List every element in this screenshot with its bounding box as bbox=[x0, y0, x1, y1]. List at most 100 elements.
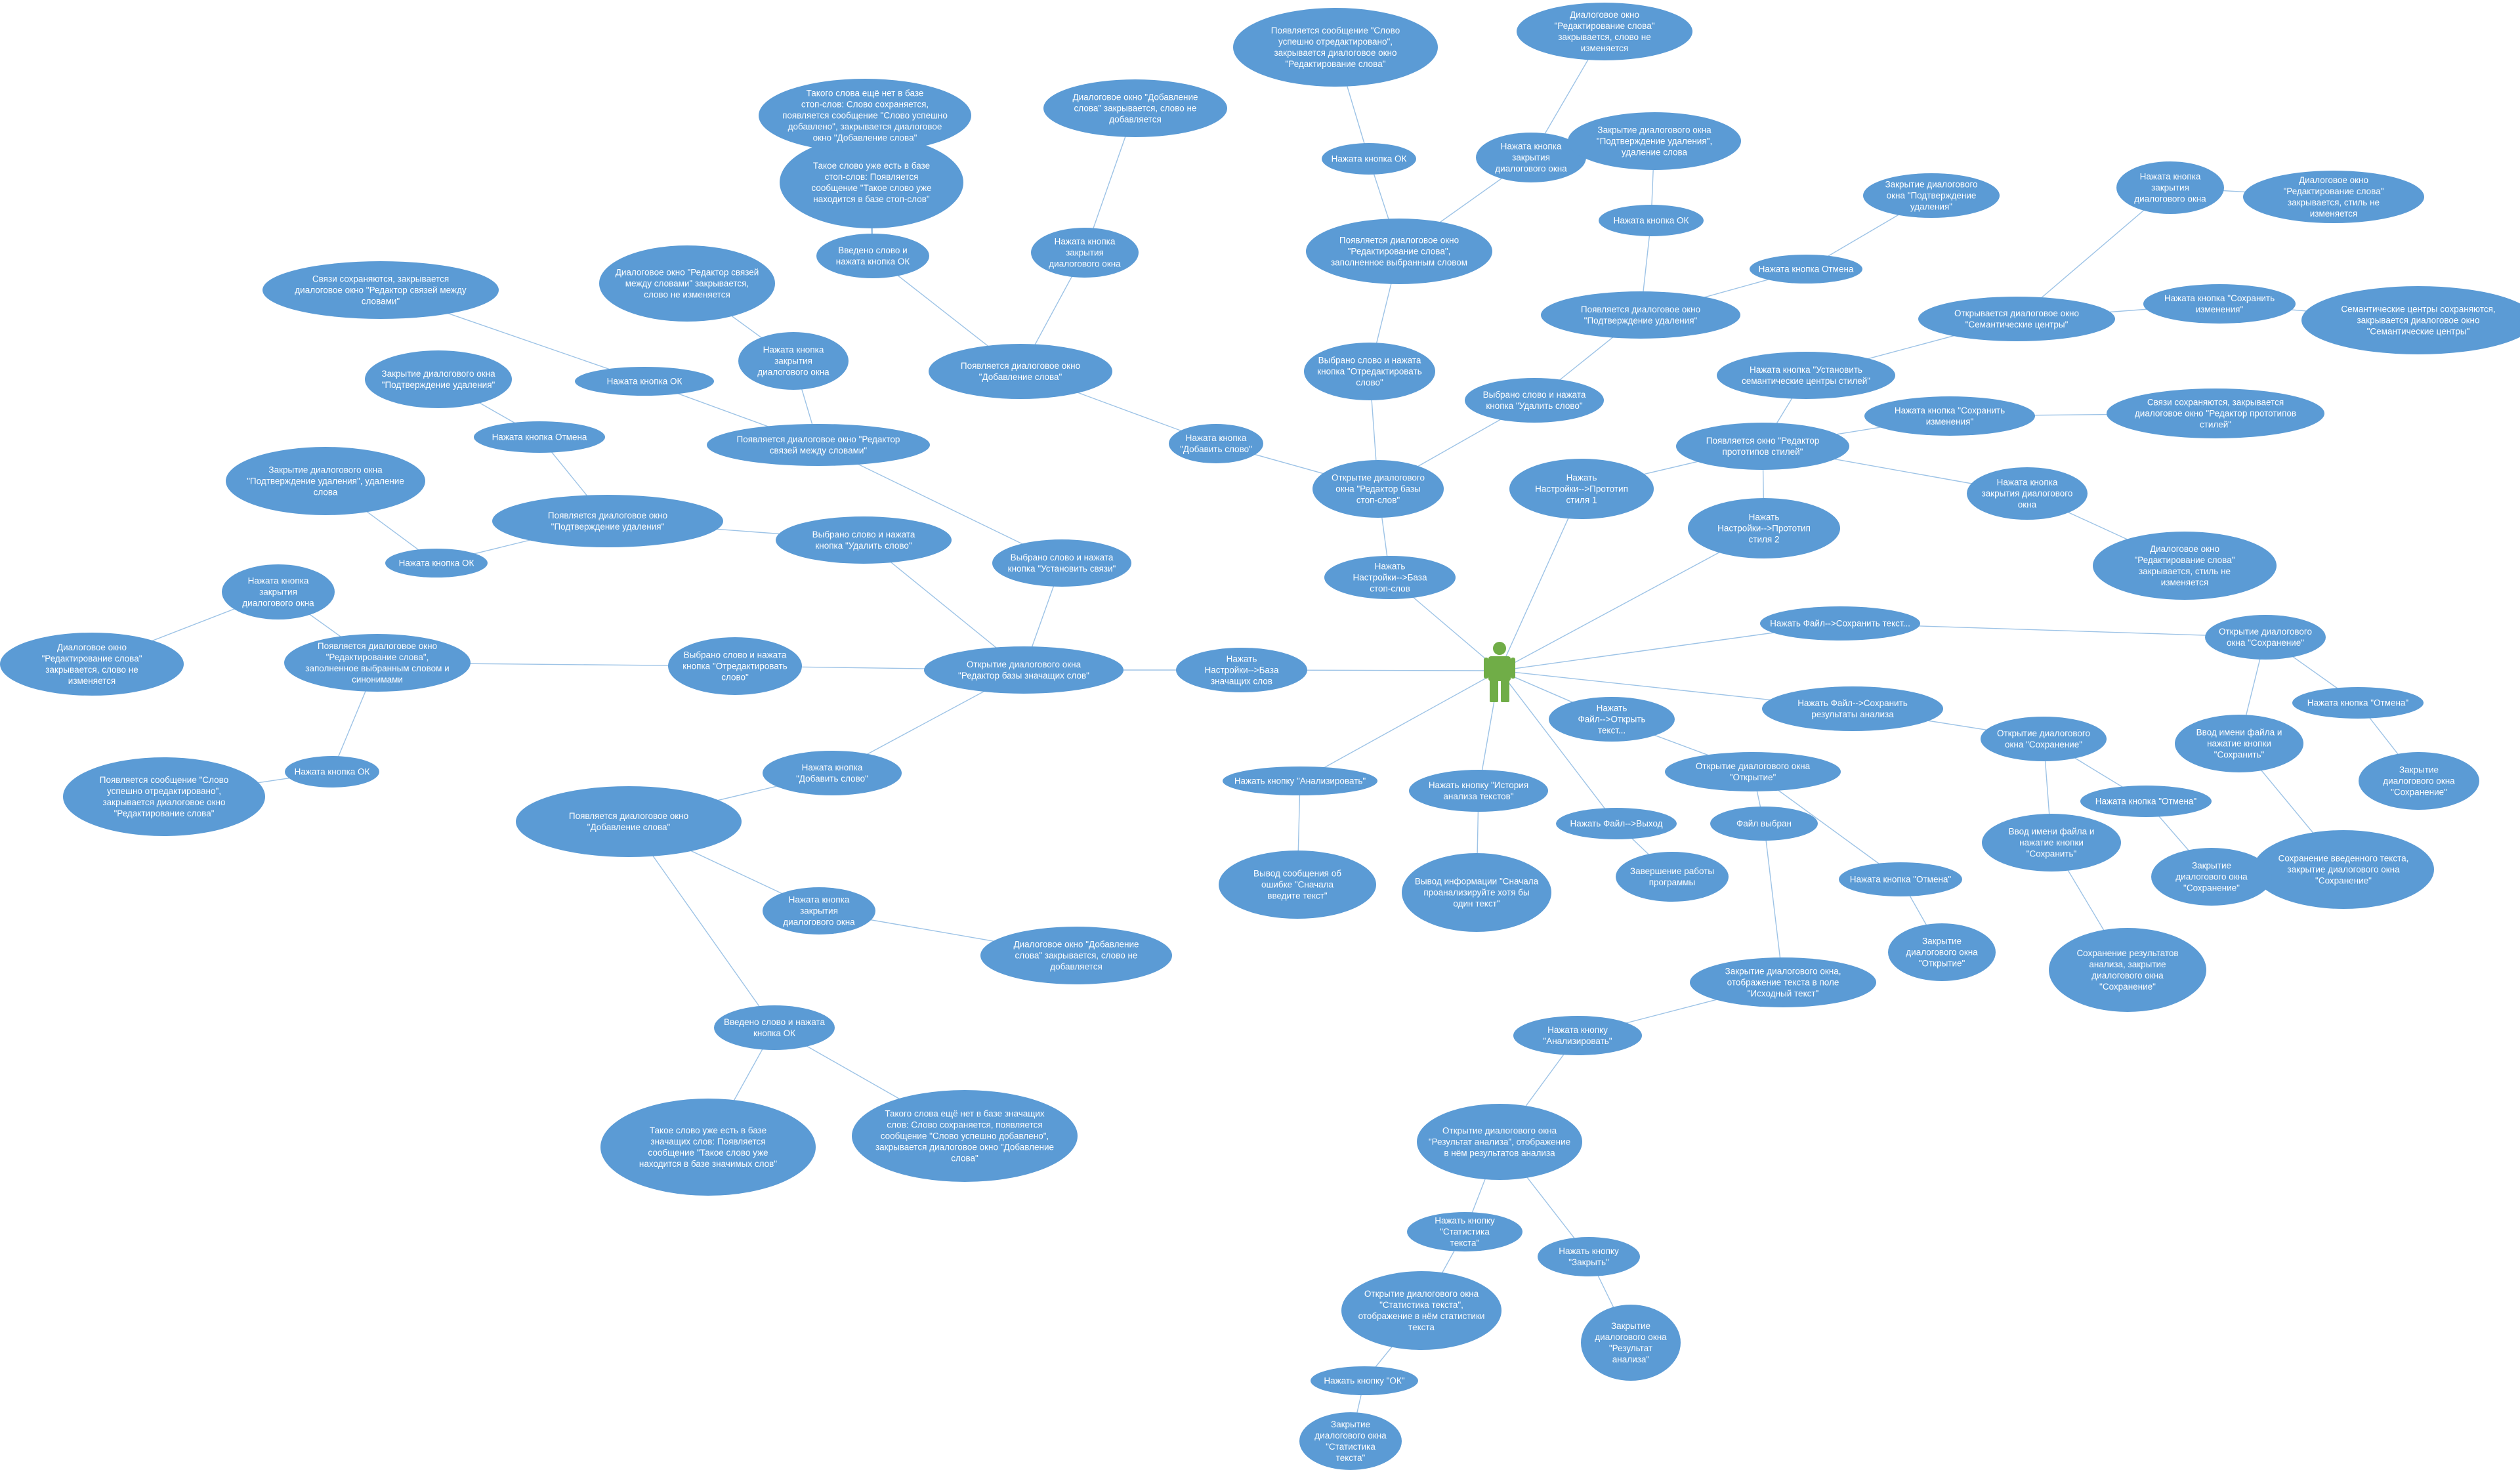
node-ellipse bbox=[1581, 1305, 1681, 1381]
node-ellipse bbox=[1513, 1016, 1642, 1055]
use-case-node-save1-name: Ввод имени файла и нажатие кнопки "Сохрани… bbox=[2175, 715, 2303, 772]
node-label: Нажата кнопка "Отмена" bbox=[2307, 698, 2409, 708]
user-actor-icon-part bbox=[1488, 656, 1511, 681]
use-case-node-syn-dlg-conf: Появляется диалоговое окно "Подтверждение… bbox=[492, 495, 723, 547]
use-case-node-open-cancel: Нажата кнопка "Отмена" bbox=[1839, 862, 1962, 896]
use-case-node-syn-conf-ok: Нажата кнопка ОК bbox=[385, 549, 488, 578]
node-ellipse bbox=[924, 646, 1124, 694]
node-ellipse bbox=[1762, 686, 1943, 731]
use-case-node-syn-conf-cancel: Нажата кнопка Отмена bbox=[474, 421, 605, 453]
use-case-node-save1-done: Сохранение введенного текста, закрытие ди… bbox=[2253, 830, 2434, 909]
node-ellipse bbox=[1341, 1271, 1502, 1350]
node-ellipse bbox=[1538, 1237, 1640, 1276]
use-case-node-stop-add-closed: Диалоговое окно "Добавление слова" закрыв… bbox=[1043, 79, 1227, 137]
node-label: Нажата кнопка Отмена bbox=[1759, 264, 1854, 274]
node-ellipse bbox=[63, 757, 265, 836]
node-ellipse bbox=[2143, 284, 2296, 324]
use-case-node-info-history: Вывод информации "Сначала проанализируйте… bbox=[1402, 853, 1551, 932]
node-ellipse bbox=[1981, 717, 2107, 761]
use-case-node-stop-conf-ok-res: Закрытие диалогового окна "Подтверждение … bbox=[1568, 112, 1741, 170]
user-actor-icon-part bbox=[1493, 642, 1506, 655]
node-label: Нажата кнопка "Отмена" bbox=[2095, 797, 2197, 807]
use-case-node-syn-sel-link: Выбрано слово и нажата кнопка "Установить… bbox=[992, 539, 1131, 587]
use-case-node-open-cancel-res: Закрытие диалогового окна "Открытие" bbox=[1888, 923, 1996, 981]
nodes-layer: Нажать Настройки-->База стоп-слов Открытие … bbox=[0, 3, 2520, 1470]
node-ellipse bbox=[763, 751, 902, 795]
use-case-node-sem-closed: Диалоговое окно "Редактирование слова" зак… bbox=[2243, 171, 2424, 223]
user-actor-icon-part bbox=[1484, 658, 1488, 679]
use-case-node-btn-stats: Нажать кнопку "Статистика текста" bbox=[1407, 1212, 1522, 1251]
use-case-node-stop-sel-del: Выбрано слово и нажата кнопка "Удалить сл… bbox=[1465, 378, 1604, 423]
node-ellipse bbox=[2205, 615, 2326, 660]
use-case-node-stop-edit-ok: Нажата кнопка ОК bbox=[1322, 143, 1416, 175]
edge-actor-btn_analyze bbox=[1300, 671, 1500, 781]
use-case-node-stop-dlg-conf: Появляется диалоговое окно "Подтверждение… bbox=[1541, 291, 1740, 339]
use-case-node-stats-dlg: Открытие диалогового окна "Статистика тек… bbox=[1341, 1271, 1502, 1350]
node-ellipse bbox=[929, 344, 1112, 399]
node-label: Нажата кнопка ОК bbox=[607, 377, 682, 387]
node-label: Нажать кнопку "ОК" bbox=[1324, 1376, 1404, 1386]
use-case-node-stop-entered: Введено слово и нажата кнопка ОК bbox=[816, 234, 929, 278]
use-case-node-syn-link-dlg: Появляется диалоговое окно "Редактор связ… bbox=[707, 424, 930, 466]
use-case-node-proto-save: Нажата кнопка "Сохранить изменения" bbox=[1864, 396, 2035, 436]
node-ellipse bbox=[1409, 770, 1548, 812]
use-case-node-stop-sel-edit: Выбрано слово и нажата кнопка "Отредактир… bbox=[1304, 343, 1435, 400]
use-case-node-set-proto1: Нажать Настройки-->Прототип стиля 1 bbox=[1509, 459, 1654, 519]
node-ellipse bbox=[1233, 8, 1438, 87]
node-label: Нажата кнопка Отмена bbox=[492, 432, 587, 442]
node-label: Открытие диалогового окна "Результат анал… bbox=[1429, 1126, 1570, 1158]
use-case-node-syn-edit-closed: Диалоговое окно "Редактирование слова" зак… bbox=[0, 633, 184, 696]
node-ellipse bbox=[516, 786, 742, 857]
node-label: Нажата кнопка ОК bbox=[399, 558, 474, 568]
node-ellipse bbox=[714, 1005, 835, 1050]
node-label: Нажать кнопку "Анализировать" bbox=[1234, 776, 1366, 786]
use-case-node-open-stop: Открытие диалогового окна "Редактор базы с… bbox=[1312, 460, 1444, 518]
use-case-node-stop-edit-closed: Диалоговое окно "Редактирование слова" зак… bbox=[1517, 3, 1692, 60]
use-case-node-syn-add: Нажата кнопка "Добавить слово" bbox=[763, 751, 902, 795]
node-ellipse bbox=[1918, 297, 2115, 341]
use-case-node-open-dlg: Открытие диалогового окна "Открытие" bbox=[1665, 752, 1841, 791]
node-ellipse bbox=[1864, 396, 2035, 436]
use-case-node-file-save-text: Нажать Файл-->Сохранить текст... bbox=[1760, 606, 1920, 640]
node-label: Нажата кнопка "Отмена" bbox=[1850, 875, 1952, 885]
use-case-node-syn-link-closed: Диалоговое окно "Редактор связей между сл… bbox=[599, 245, 775, 322]
use-case-node-btn-analyze2: Нажата кнопку "Анализировать" bbox=[1513, 1016, 1642, 1055]
node-label: Нажать Файл-->Сохранить текст... bbox=[1770, 619, 1910, 629]
use-case-node-stop-conf-cancel-res: Закрытие диалогового окна "Подтверждение у… bbox=[1863, 173, 2000, 218]
use-case-node-set-stop: Нажать Настройки-->База стоп-слов bbox=[1324, 556, 1456, 599]
use-case-node-stop-conf-cancel: Нажата кнопка Отмена bbox=[1750, 255, 1862, 284]
use-case-node-syn-sel-del: Выбрано слово и нажата кнопка "Удалить сл… bbox=[776, 516, 952, 564]
use-case-node-proto-closed: Диалоговое окно "Редактирование слова" зак… bbox=[2093, 532, 2277, 600]
use-case-node-res-dlg: Открытие диалогового окна "Результат анал… bbox=[1417, 1104, 1582, 1180]
user-actor-icon bbox=[1484, 642, 1515, 702]
use-case-node-stop-add: Нажата кнопка "Добавить слово" bbox=[1169, 424, 1263, 463]
use-case-node-syn-edit-msg: Появляется сообщение "Слово успешно отред… bbox=[63, 757, 265, 836]
user-actor-icon-part bbox=[1501, 680, 1509, 702]
node-ellipse bbox=[365, 350, 512, 408]
use-case-node-syn-link-saved: Связи сохраняются, закрывается диалоговое… bbox=[262, 261, 499, 319]
node-ellipse bbox=[776, 516, 952, 564]
use-case-node-btn-history: Нажать кнопку "История анализа текстов" bbox=[1409, 770, 1548, 812]
use-case-node-syn-add-closed: Диалоговое окно "Добавление слова" закрыв… bbox=[980, 927, 1172, 984]
use-case-node-file-open: Нажать Файл-->Открыть текст... bbox=[1549, 697, 1675, 742]
use-case-node-syn-exists: Такое слово уже есть в базе значащих слов… bbox=[600, 1099, 816, 1196]
use-case-node-sem-dlg: Открывается диалоговое окно "Семантически… bbox=[1918, 297, 2115, 341]
node-ellipse bbox=[1665, 752, 1841, 791]
node-ellipse bbox=[1676, 423, 1849, 470]
user-actor-icon-part bbox=[1490, 680, 1498, 702]
node-ellipse bbox=[492, 495, 723, 547]
node-ellipse bbox=[1169, 424, 1263, 463]
use-case-node-set-syn: Нажать Настройки-->База значащих слов bbox=[1176, 648, 1307, 692]
use-case-node-syn-close-add: Нажата кнопка закрытия диалогового окна bbox=[763, 887, 875, 934]
use-case-node-syn-link-ok: Нажата кнопка ОК bbox=[575, 367, 714, 396]
node-ellipse bbox=[2049, 928, 2206, 1012]
node-ellipse bbox=[992, 539, 1131, 587]
node-label: Появляется диалоговое окно "Редактировани… bbox=[1331, 236, 1467, 268]
use-case-node-res-closed: Закрытие диалогового окна "Результат анализ… bbox=[1581, 1305, 1681, 1381]
use-case-node-stop-dlg-add: Появляется диалоговое окно "Добавление сл… bbox=[929, 344, 1112, 399]
use-case-node-stats-ok: Нажать кнопку "ОК" bbox=[1311, 1366, 1418, 1395]
use-case-node-save2-cancel: Нажата кнопка "Отмена" bbox=[2080, 786, 2212, 817]
use-case-node-sem-close: Нажата кнопка закрытия диалогового окна bbox=[2116, 161, 2224, 214]
